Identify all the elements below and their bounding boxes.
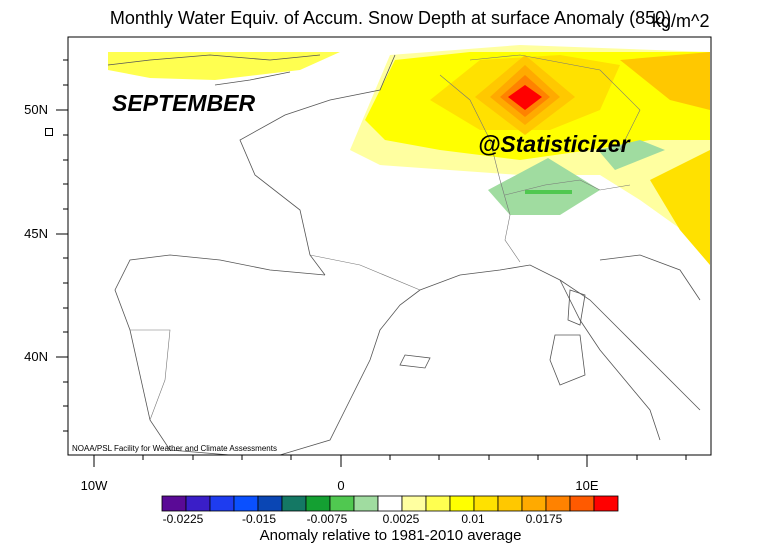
square-marker (45, 128, 53, 136)
colorbar-cell (257, 495, 283, 512)
border-france-east (439, 74, 521, 263)
colorbar-label: -0.0075 (306, 512, 348, 526)
y-label-50n: 50N (24, 102, 48, 117)
colorbar-cell (425, 495, 451, 512)
anomaly-patch-alps-negative (488, 158, 600, 215)
anomaly-patch-southeast (650, 150, 710, 265)
y-label-45n: 45N (24, 226, 48, 241)
anomaly-core-4 (508, 85, 542, 110)
x-label-10w: 10W (80, 478, 108, 493)
y-ticks (56, 59, 68, 432)
colorbar-cell (161, 495, 187, 512)
coastline-adriatic (599, 254, 701, 301)
colorbar-cell (377, 495, 403, 512)
colorbar-cell (593, 495, 619, 512)
colorbar-cell (353, 495, 379, 512)
coastline-med-north (419, 264, 701, 411)
coastline-britain (107, 54, 321, 86)
country-borders (130, 54, 641, 421)
colorbar-cell (233, 495, 259, 512)
coastline-france-atlantic (239, 54, 396, 276)
colorbar-cell (545, 495, 571, 512)
anomaly-fills (108, 45, 710, 265)
x-ticks (93, 455, 687, 467)
coastline-balearics (399, 354, 431, 369)
x-label-0: 0 (337, 478, 345, 493)
colorbar-cell (329, 495, 355, 512)
coastlines (107, 54, 701, 456)
y-label-40n: 40N (24, 349, 48, 364)
border-germany (469, 54, 641, 151)
anomaly-patch-italy-negative (598, 140, 665, 170)
colorbar-label: 0.01 (461, 512, 485, 526)
border-france-spain (309, 254, 421, 291)
colorbar-cell (473, 495, 499, 512)
border-alps (504, 179, 631, 196)
figure-title: Monthly Water Equiv. of Accum. Snow Dept… (109, 8, 672, 28)
handle-overlay: @Statisticizer (478, 131, 630, 157)
colorbar-label: 0.0025 (382, 512, 420, 526)
colorbar-cell (209, 495, 235, 512)
colorbar (161, 495, 619, 512)
colorbar-cell (449, 495, 475, 512)
colorbar-cell (521, 495, 547, 512)
coastline-italy (559, 279, 661, 441)
coastline-sardinia (549, 334, 586, 386)
colorbar-label: -0.0225 (162, 512, 204, 526)
x-label-10e: 10E (575, 478, 599, 493)
units-label: kg/m^2 (652, 11, 710, 31)
colorbar-cell (401, 495, 427, 512)
colorbar-cell (185, 495, 211, 512)
coastline-corsica (567, 289, 586, 326)
colorbar-cell (497, 495, 523, 512)
colorbar-label: -0.015 (241, 512, 277, 526)
colorbar-cell (281, 495, 307, 512)
colorbar-title: Anomaly relative to 1981-2010 average (259, 527, 522, 544)
credit-text: NOAA/PSL Facility for Weather and Climat… (72, 444, 277, 453)
month-overlay: SEPTEMBER (112, 90, 256, 116)
colorbar-cell (305, 495, 331, 512)
anomaly-patch-east (620, 52, 710, 110)
colorbar-cell (569, 495, 595, 512)
border-spain-portugal (130, 329, 171, 421)
coastline-iberia (114, 254, 421, 456)
colorbar-label: 0.0175 (525, 512, 563, 526)
